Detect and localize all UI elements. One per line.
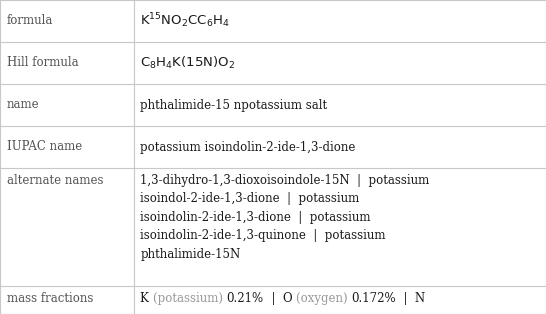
Text: name: name xyxy=(7,99,39,111)
Text: IUPAC name: IUPAC name xyxy=(7,140,82,154)
Text: (oxygen): (oxygen) xyxy=(296,292,352,305)
Text: phthalimide‑15 npotassium salt: phthalimide‑15 npotassium salt xyxy=(140,99,328,111)
Text: |: | xyxy=(264,292,283,305)
Text: 0.21%: 0.21% xyxy=(227,292,264,305)
Text: (potassium): (potassium) xyxy=(153,292,227,305)
Text: potassium isoindolin‑2‑ide‑1,3‑dione: potassium isoindolin‑2‑ide‑1,3‑dione xyxy=(140,140,355,154)
Text: K: K xyxy=(140,292,153,305)
Text: formula: formula xyxy=(7,14,53,28)
Text: $\mathregular{K}^{15}\mathregular{NO}_2\mathregular{CC}_6\mathregular{H}_4$: $\mathregular{K}^{15}\mathregular{NO}_2\… xyxy=(140,12,230,30)
Text: mass fractions: mass fractions xyxy=(7,292,93,305)
Text: $\mathregular{C}_8\mathregular{H}_4\mathregular{K(15N)O}_2$: $\mathregular{C}_8\mathregular{H}_4\math… xyxy=(140,55,235,71)
Text: 0.172%: 0.172% xyxy=(352,292,396,305)
Text: O: O xyxy=(283,292,296,305)
Text: |  N: | N xyxy=(396,292,425,305)
Text: Hill formula: Hill formula xyxy=(7,57,78,69)
Text: alternate names: alternate names xyxy=(7,174,103,187)
Text: 1,3‑dihydro‑1,3‑dioxoisoindole‑15N  |  potassium
isoindol‑2‑ide‑1,3‑dione  |  po: 1,3‑dihydro‑1,3‑dioxoisoindole‑15N | pot… xyxy=(140,174,430,261)
